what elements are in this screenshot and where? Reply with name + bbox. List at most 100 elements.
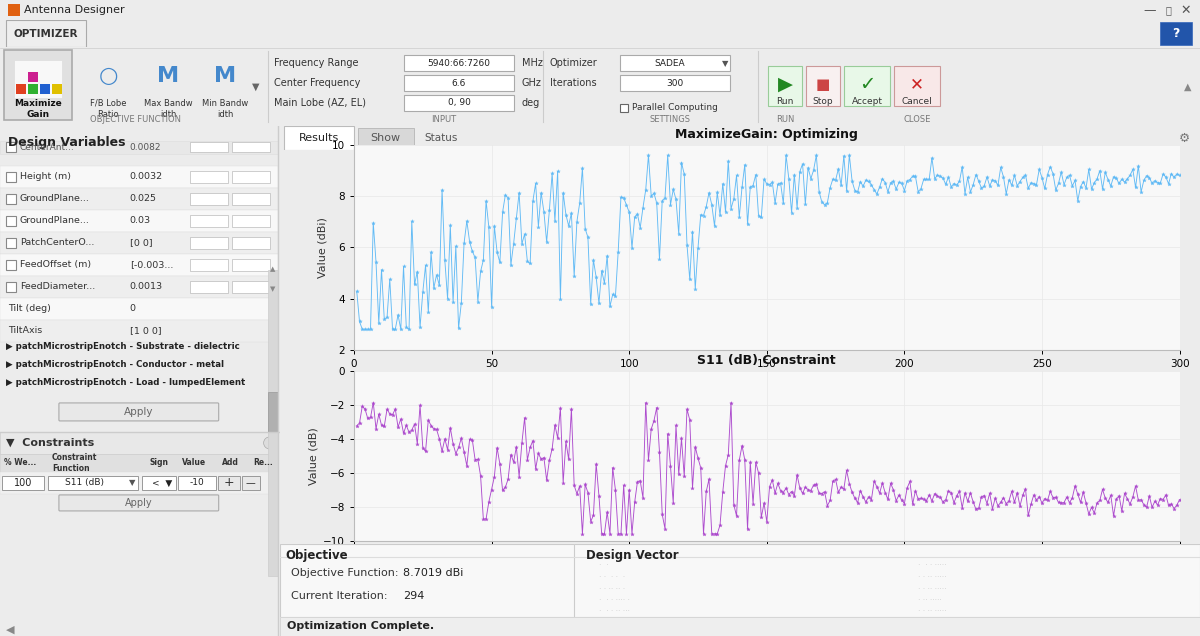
Text: 0.0082: 0.0082 <box>130 144 161 153</box>
Text: Status: Status <box>425 133 458 143</box>
Bar <box>894 66 940 106</box>
Text: 0: 0 <box>130 305 136 314</box>
Text: TiltAxis: TiltAxis <box>8 326 42 335</box>
Bar <box>283 126 354 150</box>
Text: Add: Add <box>222 459 239 467</box>
Text: MHz: MHz <box>522 58 542 68</box>
X-axis label: Iterations: Iterations <box>740 373 793 383</box>
Text: M: M <box>157 66 179 86</box>
Text: Optimizer: Optimizer <box>550 58 598 68</box>
Text: Max Bandw
idth: Max Bandw idth <box>144 99 192 119</box>
Bar <box>358 128 414 148</box>
Bar <box>1160 22 1192 45</box>
Bar <box>241 476 259 490</box>
Text: SADEA: SADEA <box>655 59 685 67</box>
Bar <box>232 215 270 227</box>
Text: Main Lobe (AZ, EL): Main Lobe (AZ, EL) <box>274 98 366 108</box>
Bar <box>190 215 228 227</box>
Text: · · ·· ·····: · · ·· ····· <box>918 573 947 582</box>
Bar <box>0 276 277 298</box>
Text: ▲: ▲ <box>270 266 275 272</box>
Text: 0, 90: 0, 90 <box>448 99 470 107</box>
Bar <box>6 216 16 226</box>
Bar <box>142 476 175 490</box>
Text: ✕: ✕ <box>910 75 924 93</box>
Text: —: — <box>1144 4 1157 17</box>
Text: · · ·· ·····: · · ·· ····· <box>918 607 947 616</box>
Text: Current Iteration:: Current Iteration: <box>292 591 388 602</box>
Text: INPUT: INPUT <box>432 115 456 124</box>
Bar <box>6 282 16 292</box>
Text: ▼: ▼ <box>128 478 136 487</box>
Text: CLOSE: CLOSE <box>904 115 931 124</box>
Bar <box>4 50 72 120</box>
Text: Tilt (deg): Tilt (deg) <box>8 305 50 314</box>
Text: ◀: ◀ <box>6 625 14 635</box>
Text: ·  · · ·····: · · · ····· <box>918 561 947 570</box>
Bar <box>0 141 277 154</box>
Text: deg: deg <box>522 98 540 108</box>
Bar <box>0 232 277 254</box>
Text: [-0.003...: [-0.003... <box>130 260 173 270</box>
Text: 0.0032: 0.0032 <box>130 172 163 181</box>
Text: 0.0013: 0.0013 <box>130 282 163 291</box>
Text: Objective Function:: Objective Function: <box>292 568 398 578</box>
Bar <box>620 55 730 71</box>
Bar <box>0 188 277 210</box>
Bar <box>0 320 277 342</box>
Text: Constraint
Function: Constraint Function <box>52 453 97 473</box>
Bar <box>178 476 216 490</box>
Text: Height (m): Height (m) <box>20 172 71 181</box>
Text: ○: ○ <box>98 66 118 86</box>
Text: —: — <box>246 478 256 488</box>
Bar <box>620 104 628 112</box>
Bar <box>232 142 270 152</box>
Title: MaximizeGain: Optimizing: MaximizeGain: Optimizing <box>676 128 858 141</box>
Bar <box>6 142 16 152</box>
Text: Design Vector: Design Vector <box>586 549 679 562</box>
Text: <  ▼: < ▼ <box>151 478 172 487</box>
Bar <box>48 476 138 490</box>
Bar <box>8 4 20 17</box>
Text: · · ·· ·····: · · ·· ····· <box>918 584 947 593</box>
Text: PatchCenterO...: PatchCenterO... <box>20 238 95 247</box>
Bar <box>232 259 270 271</box>
Bar <box>268 270 277 576</box>
Bar <box>0 254 277 276</box>
Text: · ·· ·····: · ·· ····· <box>918 597 942 605</box>
Text: 0.03: 0.03 <box>130 216 151 225</box>
Text: ·  · · ···· ·: · · · ···· · <box>599 597 630 605</box>
Bar <box>40 84 50 94</box>
Y-axis label: Value (dBi): Value (dBi) <box>318 217 328 278</box>
Text: GroundPlane...: GroundPlane... <box>20 216 90 225</box>
Text: FeedDiameter...: FeedDiameter... <box>20 282 95 291</box>
Bar <box>268 392 277 432</box>
Text: Min Bandw
idth: Min Bandw idth <box>202 99 248 119</box>
Text: 6.6: 6.6 <box>452 78 466 88</box>
Title: S11 (dB) Constraint: S11 (dB) Constraint <box>697 354 836 368</box>
Bar <box>52 84 62 94</box>
Text: RUN: RUN <box>776 115 794 124</box>
Circle shape <box>264 437 276 449</box>
X-axis label: Iterations: Iterations <box>740 563 793 574</box>
Bar <box>190 237 228 249</box>
Text: -10: -10 <box>190 478 204 487</box>
Bar <box>232 171 270 183</box>
Text: M: M <box>214 66 236 86</box>
Text: Objective: Objective <box>286 549 348 562</box>
Bar <box>0 472 277 494</box>
Text: [1 0 0]: [1 0 0] <box>130 326 162 335</box>
Bar <box>404 55 514 71</box>
Text: Center Frequency: Center Frequency <box>274 78 360 88</box>
Bar <box>806 66 840 106</box>
Bar <box>190 193 228 205</box>
Text: [0 0]: [0 0] <box>130 238 152 247</box>
Bar <box>844 66 890 106</box>
Text: ✓: ✓ <box>859 74 875 93</box>
Text: · ·  · ·  ·: · · · · · <box>599 573 625 582</box>
Bar <box>0 454 277 472</box>
Text: Value: Value <box>181 459 206 467</box>
Text: 0.025: 0.025 <box>130 195 157 204</box>
Bar <box>404 95 514 111</box>
Text: · · ·· ·· ·: · · ·· ·· · <box>599 584 625 593</box>
